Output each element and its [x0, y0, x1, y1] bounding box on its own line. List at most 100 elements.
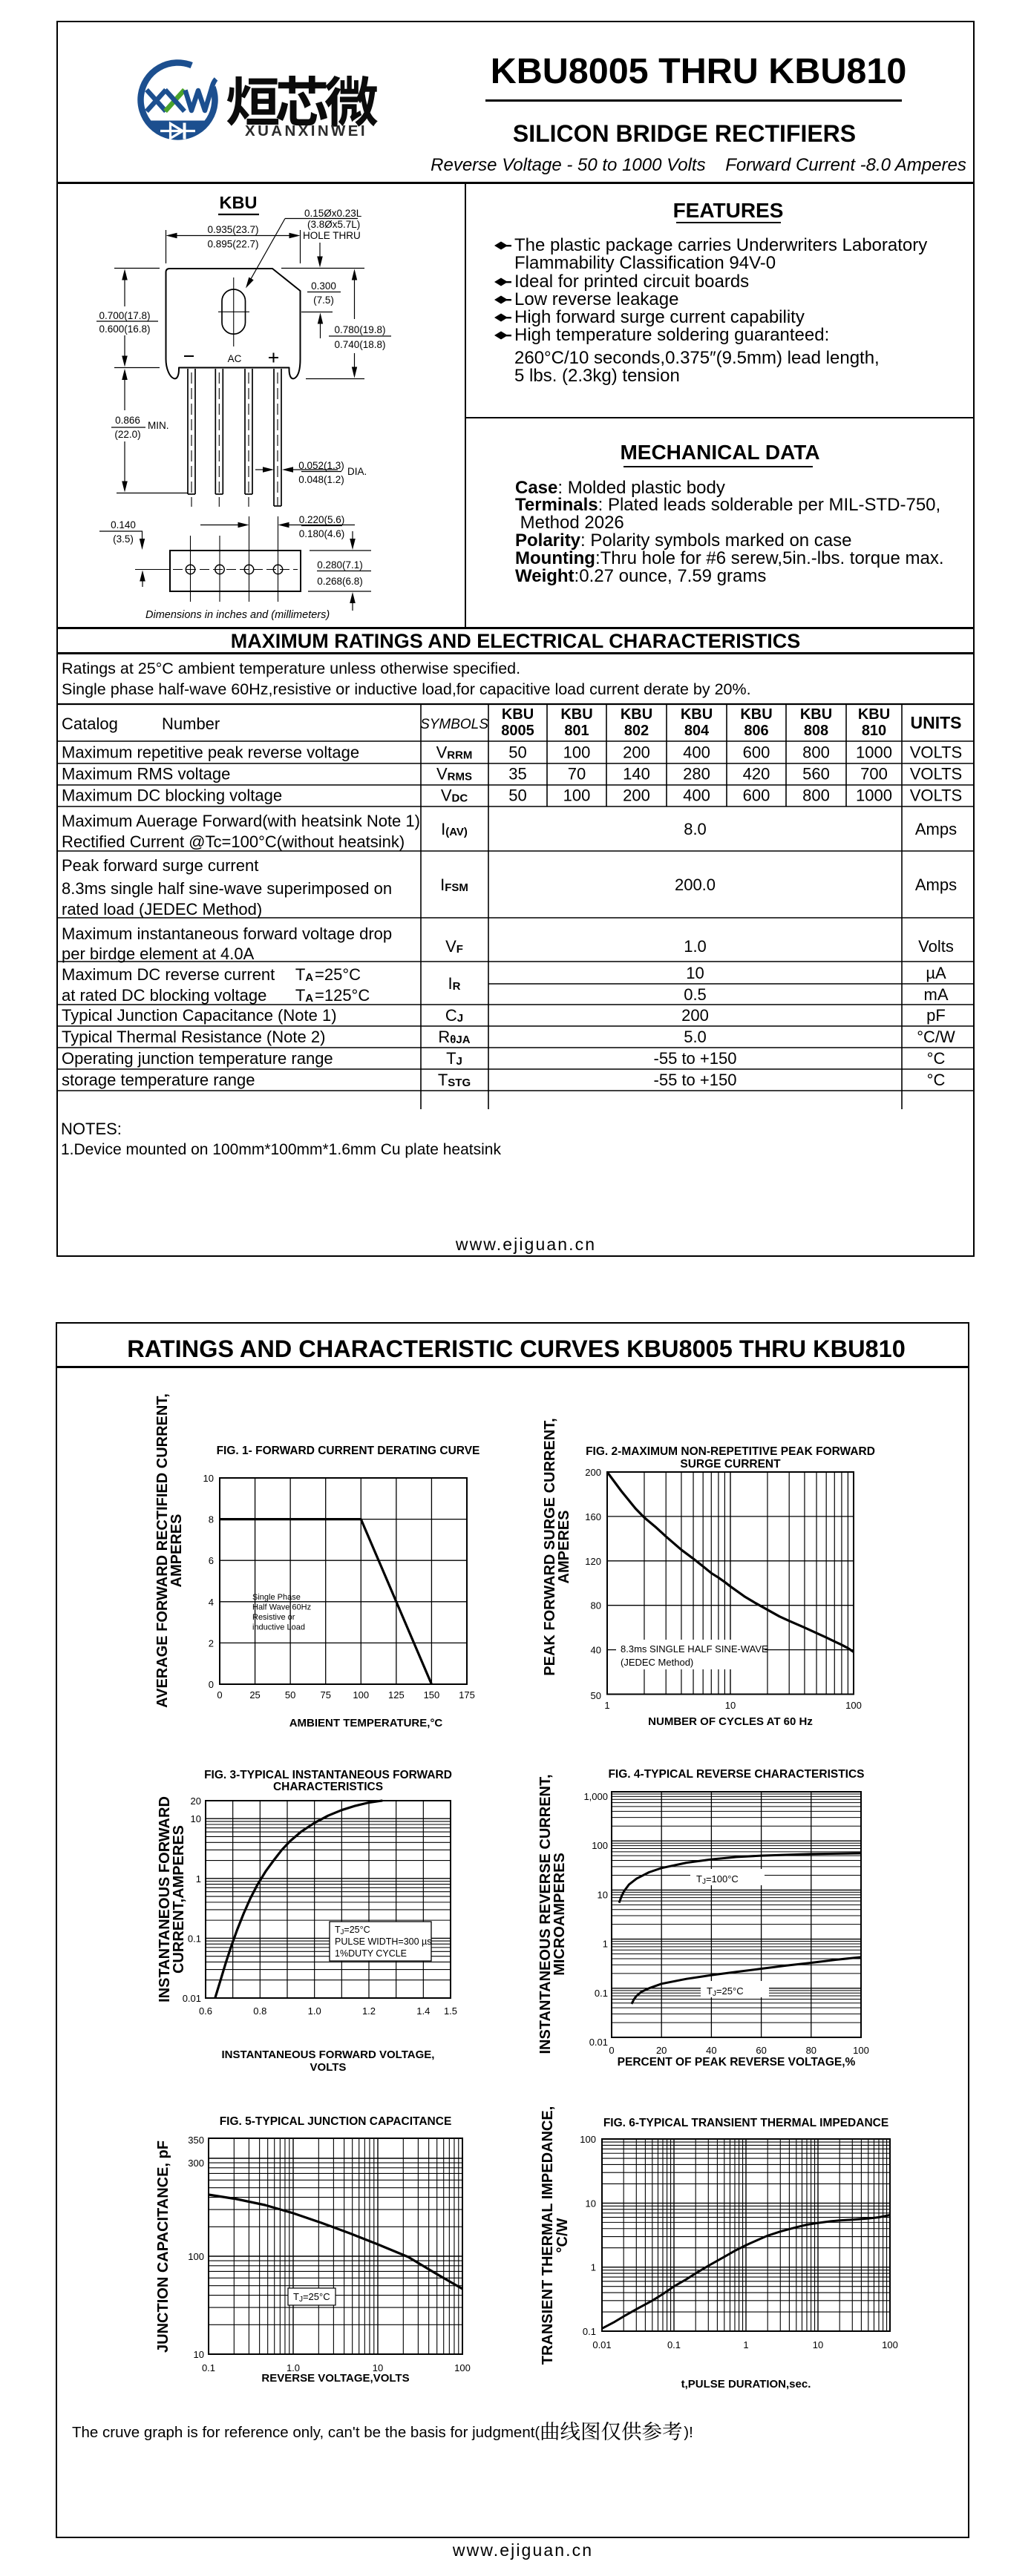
svg-text:0: 0: [209, 1679, 214, 1690]
svg-text:40: 40: [591, 1645, 601, 1656]
svg-text:rated load (JEDEC Method): rated load (JEDEC Method): [62, 900, 262, 919]
svg-text:UNITS: UNITS: [911, 713, 962, 732]
svg-text:Maximum repetitive peak revers: Maximum repetitive peak reverse voltage: [62, 743, 359, 762]
svg-text:INSTANTANEOUS REVERSE CURRENT,: INSTANTANEOUS REVERSE CURRENT,MICROAMPER…: [537, 1774, 568, 2054]
svg-text:(7.5): (7.5): [313, 295, 334, 306]
svg-text:100: 100: [454, 2362, 471, 2373]
svg-text:35: 35: [508, 765, 526, 783]
svg-text:400: 400: [683, 743, 710, 762]
svg-text:100: 100: [853, 2045, 869, 2056]
svg-text:1: 1: [603, 1939, 608, 1950]
svg-text:Volts: Volts: [918, 937, 954, 956]
svg-text:560: 560: [802, 765, 830, 783]
svg-text:0.740(18.8): 0.740(18.8): [334, 339, 385, 350]
svg-text:1.0: 1.0: [308, 2005, 321, 2017]
svg-text:Resistive or: Resistive or: [252, 1613, 295, 1622]
svg-text:800: 800: [802, 743, 830, 762]
svg-text:200: 200: [623, 743, 650, 762]
svg-text:300: 300: [188, 2158, 204, 2169]
svg-text:100: 100: [563, 743, 591, 762]
svg-text:420: 420: [743, 765, 770, 783]
svg-text:Half Wave 60Hz: Half Wave 60Hz: [252, 1603, 311, 1612]
svg-text:0: 0: [609, 2045, 614, 2056]
svg-text:1.0: 1.0: [684, 937, 707, 956]
svg-text:per birdge element at 4.0A: per birdge element at 4.0A: [62, 944, 255, 963]
svg-text:-55 to +150: -55 to +150: [654, 1049, 737, 1068]
svg-text:100: 100: [845, 1700, 862, 1711]
svg-text:PULSE WIDTH=300 µs: PULSE WIDTH=300 µs: [335, 1936, 432, 1947]
svg-text:0.780(19.8): 0.780(19.8): [334, 324, 385, 335]
svg-text:VOLTS: VOLTS: [910, 786, 963, 805]
svg-text:4: 4: [209, 1597, 214, 1608]
svg-text:800: 800: [802, 786, 830, 805]
svg-text:DIA.: DIA.: [347, 466, 367, 477]
svg-text:0.280(7.1): 0.280(7.1): [317, 559, 363, 571]
svg-text:AMBIENT TEMPERATURE,°C: AMBIENT TEMPERATURE,°C: [289, 1717, 443, 1729]
svg-text:JUNCTION CAPACITANCE, pF: JUNCTION CAPACITANCE, pF: [155, 2140, 171, 2353]
svg-text:TJ=25°C: TJ=25°C: [293, 2291, 330, 2304]
svg-text:100: 100: [882, 2339, 898, 2350]
svg-text:TJ=100°C: TJ=100°C: [696, 1873, 739, 1886]
svg-text:VF: VF: [445, 937, 463, 956]
svg-text:FIG. 2-MAXIMUM NON-REPETITIVE: FIG. 2-MAXIMUM NON-REPETITIVE PEAK FORWA…: [586, 1445, 875, 1471]
svg-text:0.600(16.8): 0.600(16.8): [99, 323, 150, 335]
svg-text:60: 60: [756, 2045, 766, 2056]
svg-text:VRRM: VRRM: [436, 743, 473, 762]
svg-text:REVERSE VOLTAGE,VOLTS: REVERSE VOLTAGE,VOLTS: [261, 2372, 409, 2385]
svg-text:Maximum DC blocking voltage: Maximum DC blocking voltage: [62, 786, 282, 805]
svg-text:700: 700: [860, 765, 888, 783]
svg-text:2: 2: [209, 1637, 214, 1649]
svg-text:TRANSIENT THERMAL IMPEDANCE,°C: TRANSIENT THERMAL IMPEDANCE,°C/W: [540, 2106, 571, 2365]
svg-text:(22.0): (22.0): [114, 429, 140, 440]
svg-text:25: 25: [249, 1689, 260, 1701]
svg-text:175: 175: [459, 1689, 475, 1701]
svg-text:Maximum Auerage Forward(with h: Maximum Auerage Forward(with heatsink No…: [62, 812, 420, 830]
svg-text:0.180(4.6): 0.180(4.6): [299, 528, 345, 539]
svg-text:SYMBOLS: SYMBOLS: [420, 717, 488, 732]
svg-text:1: 1: [591, 2262, 596, 2273]
svg-text:75: 75: [320, 1689, 330, 1701]
svg-text:0.5: 0.5: [684, 985, 707, 1004]
svg-text:8.0: 8.0: [684, 820, 707, 838]
svg-text:8: 8: [209, 1514, 214, 1525]
svg-text:Maximum RMS voltage: Maximum RMS voltage: [62, 765, 230, 783]
svg-text:inductive Load: inductive Load: [252, 1623, 305, 1632]
svg-text:HOLE THRU: HOLE THRU: [303, 230, 361, 241]
svg-text:0.866: 0.866: [115, 415, 140, 426]
svg-text:CJ: CJ: [445, 1006, 463, 1025]
svg-text:6: 6: [209, 1555, 214, 1566]
svg-text:350: 350: [188, 2135, 204, 2146]
svg-text:20: 20: [191, 1795, 201, 1807]
svg-text:1%DUTY CYCLE: 1%DUTY CYCLE: [335, 1948, 407, 1959]
svg-text:8.3ms SINGLE HALF SINE-WAVE: 8.3ms SINGLE HALF SINE-WAVE: [621, 1643, 768, 1655]
svg-text:pF: pF: [926, 1006, 946, 1025]
svg-text:100: 100: [592, 1840, 608, 1851]
svg-text:°C: °C: [927, 1071, 946, 1089]
svg-text:KBU: KBU: [220, 193, 258, 212]
svg-text:at rated DC blocking voltage: at rated DC blocking voltage: [62, 986, 266, 1005]
svg-text:5.0: 5.0: [684, 1028, 707, 1046]
svg-text:°C/W: °C/W: [917, 1028, 955, 1046]
svg-text:1.0: 1.0: [287, 2362, 300, 2373]
svg-text:0.268(6.8): 0.268(6.8): [317, 576, 363, 587]
svg-text:10: 10: [194, 2349, 204, 2360]
svg-text:FIG. 5-TYPICAL JUNCTION CAPACI: FIG. 5-TYPICAL JUNCTION CAPACITANCE: [220, 2115, 452, 2128]
svg-text:VOLTS: VOLTS: [910, 743, 963, 762]
svg-text:150: 150: [424, 1689, 440, 1701]
svg-text:1,000: 1,000: [583, 1791, 608, 1802]
svg-text:10: 10: [373, 2362, 383, 2373]
svg-text:FIG. 3-TYPICAL INSTANTANEOUS F: FIG. 3-TYPICAL INSTANTANEOUS FORWARD CHAR…: [204, 1769, 452, 1793]
svg-text:50: 50: [508, 786, 526, 805]
svg-text:Amps: Amps: [915, 820, 957, 838]
svg-text:=25°C: =25°C: [315, 965, 361, 984]
svg-text:10: 10: [586, 2198, 596, 2209]
svg-text:I(AV): I(AV): [441, 820, 468, 838]
svg-text:=125°C: =125°C: [315, 986, 370, 1005]
svg-text:0.935(23.7): 0.935(23.7): [207, 224, 258, 235]
svg-text:0.1: 0.1: [202, 2362, 215, 2373]
svg-text:125: 125: [388, 1689, 405, 1701]
svg-text:Number: Number: [162, 714, 220, 733]
